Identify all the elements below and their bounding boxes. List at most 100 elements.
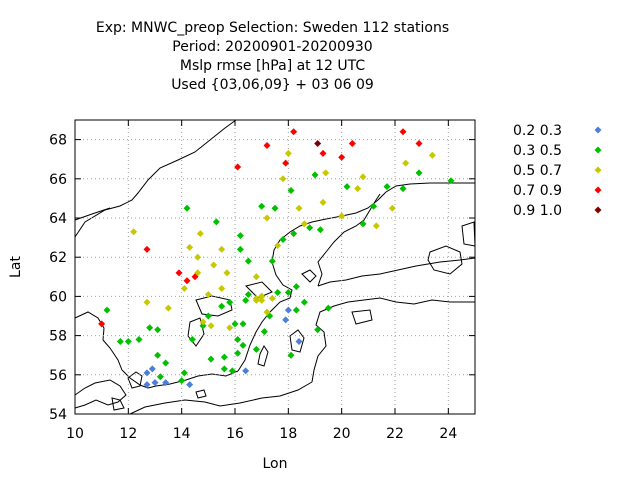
data-point xyxy=(263,141,271,149)
x-tick-label: 16 xyxy=(226,426,244,442)
grid xyxy=(75,120,475,414)
data-point xyxy=(322,169,330,177)
data-point xyxy=(314,326,322,334)
data-point xyxy=(207,322,215,330)
data-point xyxy=(252,345,260,353)
data-point xyxy=(370,202,378,210)
data-point xyxy=(199,318,207,326)
data-point xyxy=(274,241,282,249)
data-point xyxy=(180,285,188,293)
title-line-3: Mslp rmse [hPa] at 12 UTC xyxy=(179,58,366,74)
data-point xyxy=(218,245,226,253)
data-point xyxy=(292,306,300,314)
data-point xyxy=(143,381,151,389)
data-point xyxy=(220,353,228,361)
axes: 10 12 14 16 18 20 22 24 54 56 58 60 62 64 66 68 Lon Lat xyxy=(8,119,476,472)
coastline-map xyxy=(74,119,476,415)
data-point xyxy=(234,349,242,357)
data-point xyxy=(252,273,260,281)
data-point xyxy=(156,373,164,381)
data-point xyxy=(154,326,162,334)
y-tick-label: 68 xyxy=(49,133,67,149)
data-point xyxy=(242,296,250,304)
data-point xyxy=(260,328,268,336)
data-point xyxy=(186,243,194,251)
data-point xyxy=(210,261,218,269)
data-point xyxy=(287,187,295,195)
y-tick-label: 54 xyxy=(49,407,67,423)
data-point xyxy=(290,128,298,136)
data-point xyxy=(415,169,423,177)
y-tick-label: 66 xyxy=(49,172,67,188)
data-point xyxy=(194,253,202,261)
data-point xyxy=(263,308,271,316)
title-line-4: Used {03,06,09} + 03 06 09 xyxy=(171,77,374,93)
legend-label: 0.2 0.3 xyxy=(513,123,562,139)
legend-label: 0.5 0.7 xyxy=(513,163,562,179)
y-tick-label: 58 xyxy=(49,329,67,345)
data-point xyxy=(143,369,151,377)
legend-label: 0.9 1.0 xyxy=(513,203,562,219)
title-line-2: Period: 20200901-20200930 xyxy=(172,39,373,55)
legend-label: 0.7 0.9 xyxy=(513,183,562,199)
data-point xyxy=(287,351,295,359)
data-point xyxy=(236,232,244,240)
data-point xyxy=(143,245,151,253)
data-point xyxy=(239,341,247,349)
data-point xyxy=(263,214,271,222)
data-point xyxy=(316,226,324,234)
data-point xyxy=(354,185,362,193)
x-tick-label: 10 xyxy=(66,426,84,442)
data-point xyxy=(226,324,234,332)
data-point xyxy=(143,298,151,306)
data-point xyxy=(151,379,159,387)
data-point xyxy=(284,306,292,314)
data-point xyxy=(290,230,298,238)
data-point xyxy=(359,220,367,228)
data-point xyxy=(162,359,170,367)
data-point xyxy=(372,222,380,230)
data-point xyxy=(234,336,242,344)
data-point xyxy=(175,269,183,277)
data-point xyxy=(428,151,436,159)
y-tick-label: 64 xyxy=(49,211,67,227)
data-point xyxy=(306,224,314,232)
legend-marker xyxy=(594,146,602,154)
data-point xyxy=(244,290,252,298)
data-point xyxy=(271,204,279,212)
data-point xyxy=(415,140,423,148)
x-tick-label: 14 xyxy=(173,426,191,442)
y-tick-label: 56 xyxy=(49,368,67,384)
data-point xyxy=(196,230,204,238)
x-tick-label: 18 xyxy=(279,426,297,442)
data-point xyxy=(146,324,154,332)
data-point xyxy=(252,294,260,302)
data-point xyxy=(124,337,132,345)
data-point xyxy=(239,320,247,328)
plot-frame xyxy=(74,119,476,415)
data-point xyxy=(282,316,290,324)
data-point xyxy=(242,367,250,375)
data-point xyxy=(279,175,287,183)
data-point xyxy=(220,365,228,373)
data-point xyxy=(204,290,212,298)
data-point xyxy=(204,312,212,320)
data-point xyxy=(183,277,191,285)
x-tick-label: 12 xyxy=(119,426,137,442)
data-point xyxy=(300,220,308,228)
data-point xyxy=(223,269,231,277)
data-point xyxy=(284,149,292,157)
data-point xyxy=(218,285,226,293)
x-axis-label: Lon xyxy=(263,456,288,472)
data-point xyxy=(300,298,308,306)
data-point xyxy=(399,128,407,136)
data-point xyxy=(218,302,226,310)
data-point xyxy=(268,294,276,302)
legend-marker xyxy=(594,126,602,134)
data-points xyxy=(98,128,455,389)
legend-marker xyxy=(594,166,602,174)
title-line-1: Exp: MNWC_preop Selection: Sweden 112 st… xyxy=(95,20,450,36)
data-point xyxy=(348,140,356,148)
data-point xyxy=(343,183,351,191)
